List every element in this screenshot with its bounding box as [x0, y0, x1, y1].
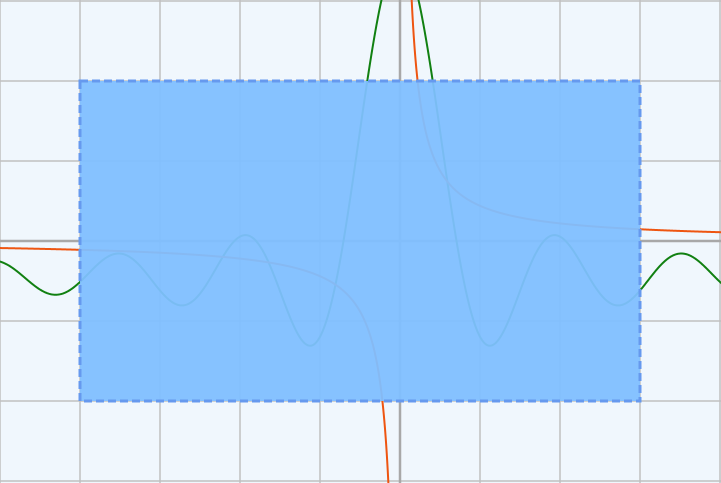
selection-region[interactable]: [78, 79, 642, 403]
selection-rectangle[interactable]: [78, 79, 642, 403]
